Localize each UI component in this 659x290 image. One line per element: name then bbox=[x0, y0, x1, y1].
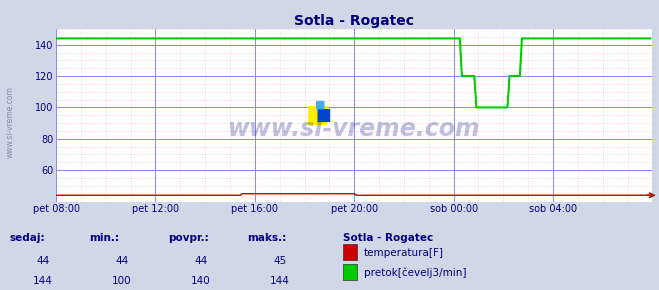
Text: 140: 140 bbox=[191, 276, 211, 286]
Text: www.si-vreme.com: www.si-vreme.com bbox=[228, 117, 480, 141]
Text: 44: 44 bbox=[36, 256, 49, 266]
Text: 45: 45 bbox=[273, 256, 287, 266]
Text: Sotla - Rogatec: Sotla - Rogatec bbox=[343, 233, 433, 243]
Text: pretok[čevelj3/min]: pretok[čevelj3/min] bbox=[364, 268, 467, 278]
Text: 44: 44 bbox=[194, 256, 208, 266]
Text: www.si-vreme.com: www.si-vreme.com bbox=[5, 86, 14, 158]
Text: 100: 100 bbox=[112, 276, 132, 286]
Text: ■: ■ bbox=[315, 106, 331, 124]
Text: povpr.:: povpr.: bbox=[168, 233, 209, 243]
Text: sedaj:: sedaj: bbox=[10, 233, 45, 243]
Text: maks.:: maks.: bbox=[247, 233, 287, 243]
Text: 44: 44 bbox=[115, 256, 129, 266]
Text: temperatura[F]: temperatura[F] bbox=[364, 248, 444, 258]
Title: Sotla - Rogatec: Sotla - Rogatec bbox=[294, 14, 415, 28]
Text: min.:: min.: bbox=[89, 233, 119, 243]
Text: 144: 144 bbox=[33, 276, 53, 286]
Text: 144: 144 bbox=[270, 276, 290, 286]
Text: ■: ■ bbox=[305, 103, 329, 127]
Text: ■: ■ bbox=[315, 100, 326, 110]
